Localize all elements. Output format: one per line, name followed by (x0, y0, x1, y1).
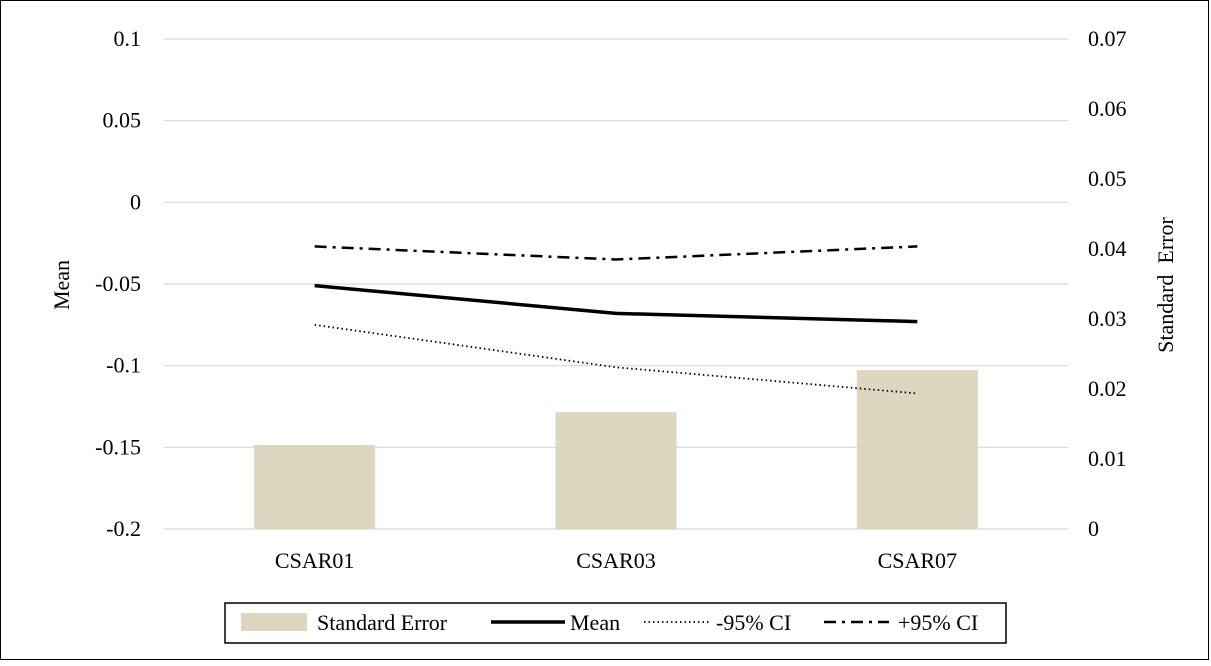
category-axis-labels: CSAR01 CSAR03 CSAR07 (275, 548, 957, 573)
left-tick-label: 0.1 (114, 26, 142, 51)
right-tick-label: 0.06 (1088, 96, 1127, 121)
legend-label-standard-error: Standard Error (317, 610, 448, 635)
category-label: CSAR03 (576, 548, 655, 573)
left-tick-label: 0.05 (103, 108, 142, 133)
category-label: CSAR01 (275, 548, 354, 573)
right-tick-label: 0.07 (1088, 26, 1127, 51)
left-tick-label: 0 (130, 189, 141, 214)
left-tick-label: -0.15 (95, 434, 141, 459)
right-tick-label: 0.05 (1088, 166, 1127, 191)
right-tick-label: 0 (1088, 516, 1099, 541)
legend: Standard Error Mean -95% CI +95% CI (224, 602, 1007, 644)
legend-swatch-standard-error (241, 613, 307, 631)
bar-series-standard-error (254, 370, 978, 529)
right-tick-label: 0.01 (1088, 446, 1127, 471)
legend-label-mean: Mean (570, 610, 620, 635)
right-tick-label: 0.02 (1088, 376, 1127, 401)
bar-standard-error (254, 445, 376, 529)
bar-standard-error (555, 412, 677, 529)
left-axis-title: Mean (49, 260, 74, 310)
legend-box (224, 602, 1007, 644)
series-line-solid (314, 283, 918, 324)
line-series (314, 245, 918, 395)
bar-standard-error (856, 370, 978, 529)
right-tick-label: 0.04 (1088, 236, 1127, 261)
left-axis-ticks: 0.1 0.05 0 -0.05 -0.1 -0.15 -0.2 (95, 26, 141, 541)
legend-label-plus-ci: +95% CI (898, 610, 978, 635)
left-tick-label: -0.05 (95, 271, 141, 296)
category-label: CSAR07 (878, 548, 957, 573)
right-axis-ticks: 0.07 0.06 0.05 0.04 0.03 0.02 0.01 0 (1088, 26, 1127, 541)
series-line-dashdot (314, 245, 918, 261)
legend-label-minus-ci: -95% CI (716, 610, 791, 635)
left-tick-label: -0.1 (106, 353, 141, 378)
left-tick-label: -0.2 (106, 516, 141, 541)
right-axis-title: Standard Error (1153, 217, 1178, 353)
series-line-dotted (314, 323, 918, 395)
right-tick-label: 0.03 (1088, 306, 1127, 331)
